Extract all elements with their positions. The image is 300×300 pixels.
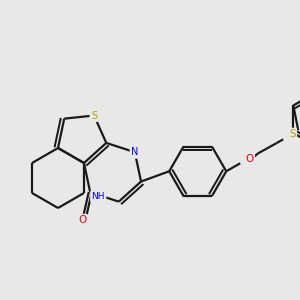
Text: NH: NH [92, 192, 105, 201]
Text: O: O [78, 215, 86, 225]
Text: N: N [131, 147, 139, 157]
Text: O: O [245, 154, 254, 164]
Text: S: S [289, 129, 296, 139]
Text: S: S [91, 110, 97, 121]
